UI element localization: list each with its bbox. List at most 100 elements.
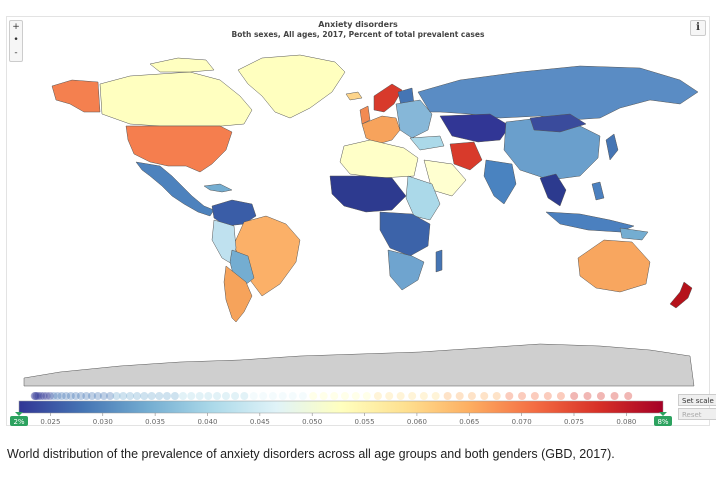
region-new-zealand[interactable] xyxy=(669,281,693,309)
info-icon[interactable]: i xyxy=(690,20,706,36)
legend-tick-label: 0.065 xyxy=(459,418,479,426)
legend-tick-label: 0.025 xyxy=(40,418,60,426)
legend-data-point xyxy=(162,392,171,400)
legend-tick-label: 0.050 xyxy=(302,418,322,426)
legend-data-point xyxy=(480,392,489,400)
region-central-africa[interactable] xyxy=(379,211,431,257)
legend-data-point xyxy=(408,392,417,400)
region-west-africa[interactable] xyxy=(329,175,407,213)
legend-data-point xyxy=(170,392,179,400)
legend-data-point xyxy=(543,392,552,400)
region-western-europe[interactable] xyxy=(361,115,401,145)
legend-data-point xyxy=(36,392,45,400)
legend-data-point xyxy=(570,392,579,400)
legend-data-point xyxy=(178,392,187,400)
legend-data-point xyxy=(443,392,452,400)
color-legend: 0.025 0.030 0.035 0.040 0.045 0.050 0.055 0.060… xyxy=(10,392,672,426)
legend-data-point xyxy=(112,392,121,400)
legend-data-point xyxy=(221,392,230,400)
region-philippines[interactable] xyxy=(591,181,605,201)
legend-data-point xyxy=(155,392,164,400)
legend-data-point xyxy=(42,392,51,400)
region-canada-islands[interactable] xyxy=(149,57,215,73)
region-mexico[interactable] xyxy=(135,161,215,217)
legend-data-point xyxy=(530,392,539,400)
legend-data-point xyxy=(204,392,213,400)
legend-tick-label: 0.045 xyxy=(250,418,270,426)
set-scale-button[interactable]: Set scale xyxy=(678,394,716,406)
legend-data-point xyxy=(259,392,268,400)
region-southeast-asia[interactable] xyxy=(539,173,567,207)
region-uk[interactable] xyxy=(359,105,371,125)
region-east-africa[interactable] xyxy=(405,175,441,221)
zoom-out-button[interactable]: - xyxy=(14,48,18,58)
legend-data-point xyxy=(596,392,605,400)
region-russia[interactable] xyxy=(417,65,699,121)
legend-data-point xyxy=(49,392,58,400)
region-japan[interactable] xyxy=(605,133,619,161)
region-australia[interactable] xyxy=(577,239,651,293)
legend-data-point xyxy=(30,392,39,400)
region-madagascar[interactable] xyxy=(435,249,443,273)
reset-button[interactable]: Reset xyxy=(678,408,716,420)
legend-data-point xyxy=(240,392,249,400)
legend-data-point xyxy=(556,392,565,400)
zoom-in-button[interactable]: + xyxy=(12,22,20,32)
legend-tick-label: 0.080 xyxy=(616,418,636,426)
legend-data-point xyxy=(133,392,142,400)
legend-data-point xyxy=(492,392,501,400)
legend-max-handle[interactable]: 8% xyxy=(654,412,672,426)
region-southern-africa[interactable] xyxy=(387,249,425,291)
region-mongolia[interactable] xyxy=(529,113,587,133)
legend-data-point xyxy=(126,392,135,400)
legend-data-point xyxy=(99,392,108,400)
legend-data-point xyxy=(31,392,40,400)
legend-data-point xyxy=(610,392,619,400)
legend-tick-label: 0.075 xyxy=(564,418,584,426)
region-turkey[interactable] xyxy=(409,135,445,151)
legend-data-point xyxy=(518,392,527,400)
region-eastern-europe[interactable] xyxy=(395,99,433,139)
legend-data-point xyxy=(57,392,66,400)
legend-data-point xyxy=(147,392,156,400)
region-usa[interactable] xyxy=(125,125,233,173)
legend-data-point xyxy=(431,392,440,400)
region-caribbean[interactable] xyxy=(203,183,233,193)
zoom-reset-button[interactable]: • xyxy=(13,35,19,45)
legend-data-point xyxy=(106,392,115,400)
legend-data-point xyxy=(39,392,48,400)
land-group xyxy=(23,54,699,387)
legend-min-handle-label: 2% xyxy=(13,418,24,426)
legend-data-point xyxy=(396,392,405,400)
region-iceland[interactable] xyxy=(345,91,363,101)
legend-data-point xyxy=(340,392,349,400)
region-greenland[interactable] xyxy=(237,54,346,119)
legend-data-point xyxy=(53,392,62,400)
legend-data-point xyxy=(195,392,204,400)
region-argentina[interactable] xyxy=(223,265,253,323)
region-antarctica[interactable] xyxy=(23,343,695,387)
region-papua[interactable] xyxy=(619,227,649,241)
legend-data-point xyxy=(62,392,71,400)
region-iran[interactable] xyxy=(449,141,483,171)
legend-color-bar[interactable] xyxy=(18,400,664,414)
legend-data-point xyxy=(76,392,85,400)
legend-data-point xyxy=(419,392,428,400)
region-canada[interactable] xyxy=(99,71,253,127)
legend-max-handle-label: 8% xyxy=(657,418,668,426)
zoom-control: + • - xyxy=(9,20,23,62)
legend-data-point xyxy=(298,392,307,400)
region-india[interactable] xyxy=(483,159,517,205)
legend-data-point xyxy=(467,392,476,400)
region-venezuela[interactable] xyxy=(211,199,257,227)
legend-data-point xyxy=(505,392,514,400)
legend-data-point xyxy=(82,392,91,400)
region-north-africa[interactable] xyxy=(339,139,419,179)
map-title: Anxiety disorders xyxy=(318,20,398,29)
legend-min-handle[interactable]: 2% xyxy=(10,412,28,426)
region-central-asia[interactable] xyxy=(439,113,511,143)
legend-data-point xyxy=(583,392,592,400)
region-alaska[interactable] xyxy=(51,79,101,113)
region-scandinavia[interactable] xyxy=(373,83,403,113)
legend-data-point xyxy=(624,392,633,400)
